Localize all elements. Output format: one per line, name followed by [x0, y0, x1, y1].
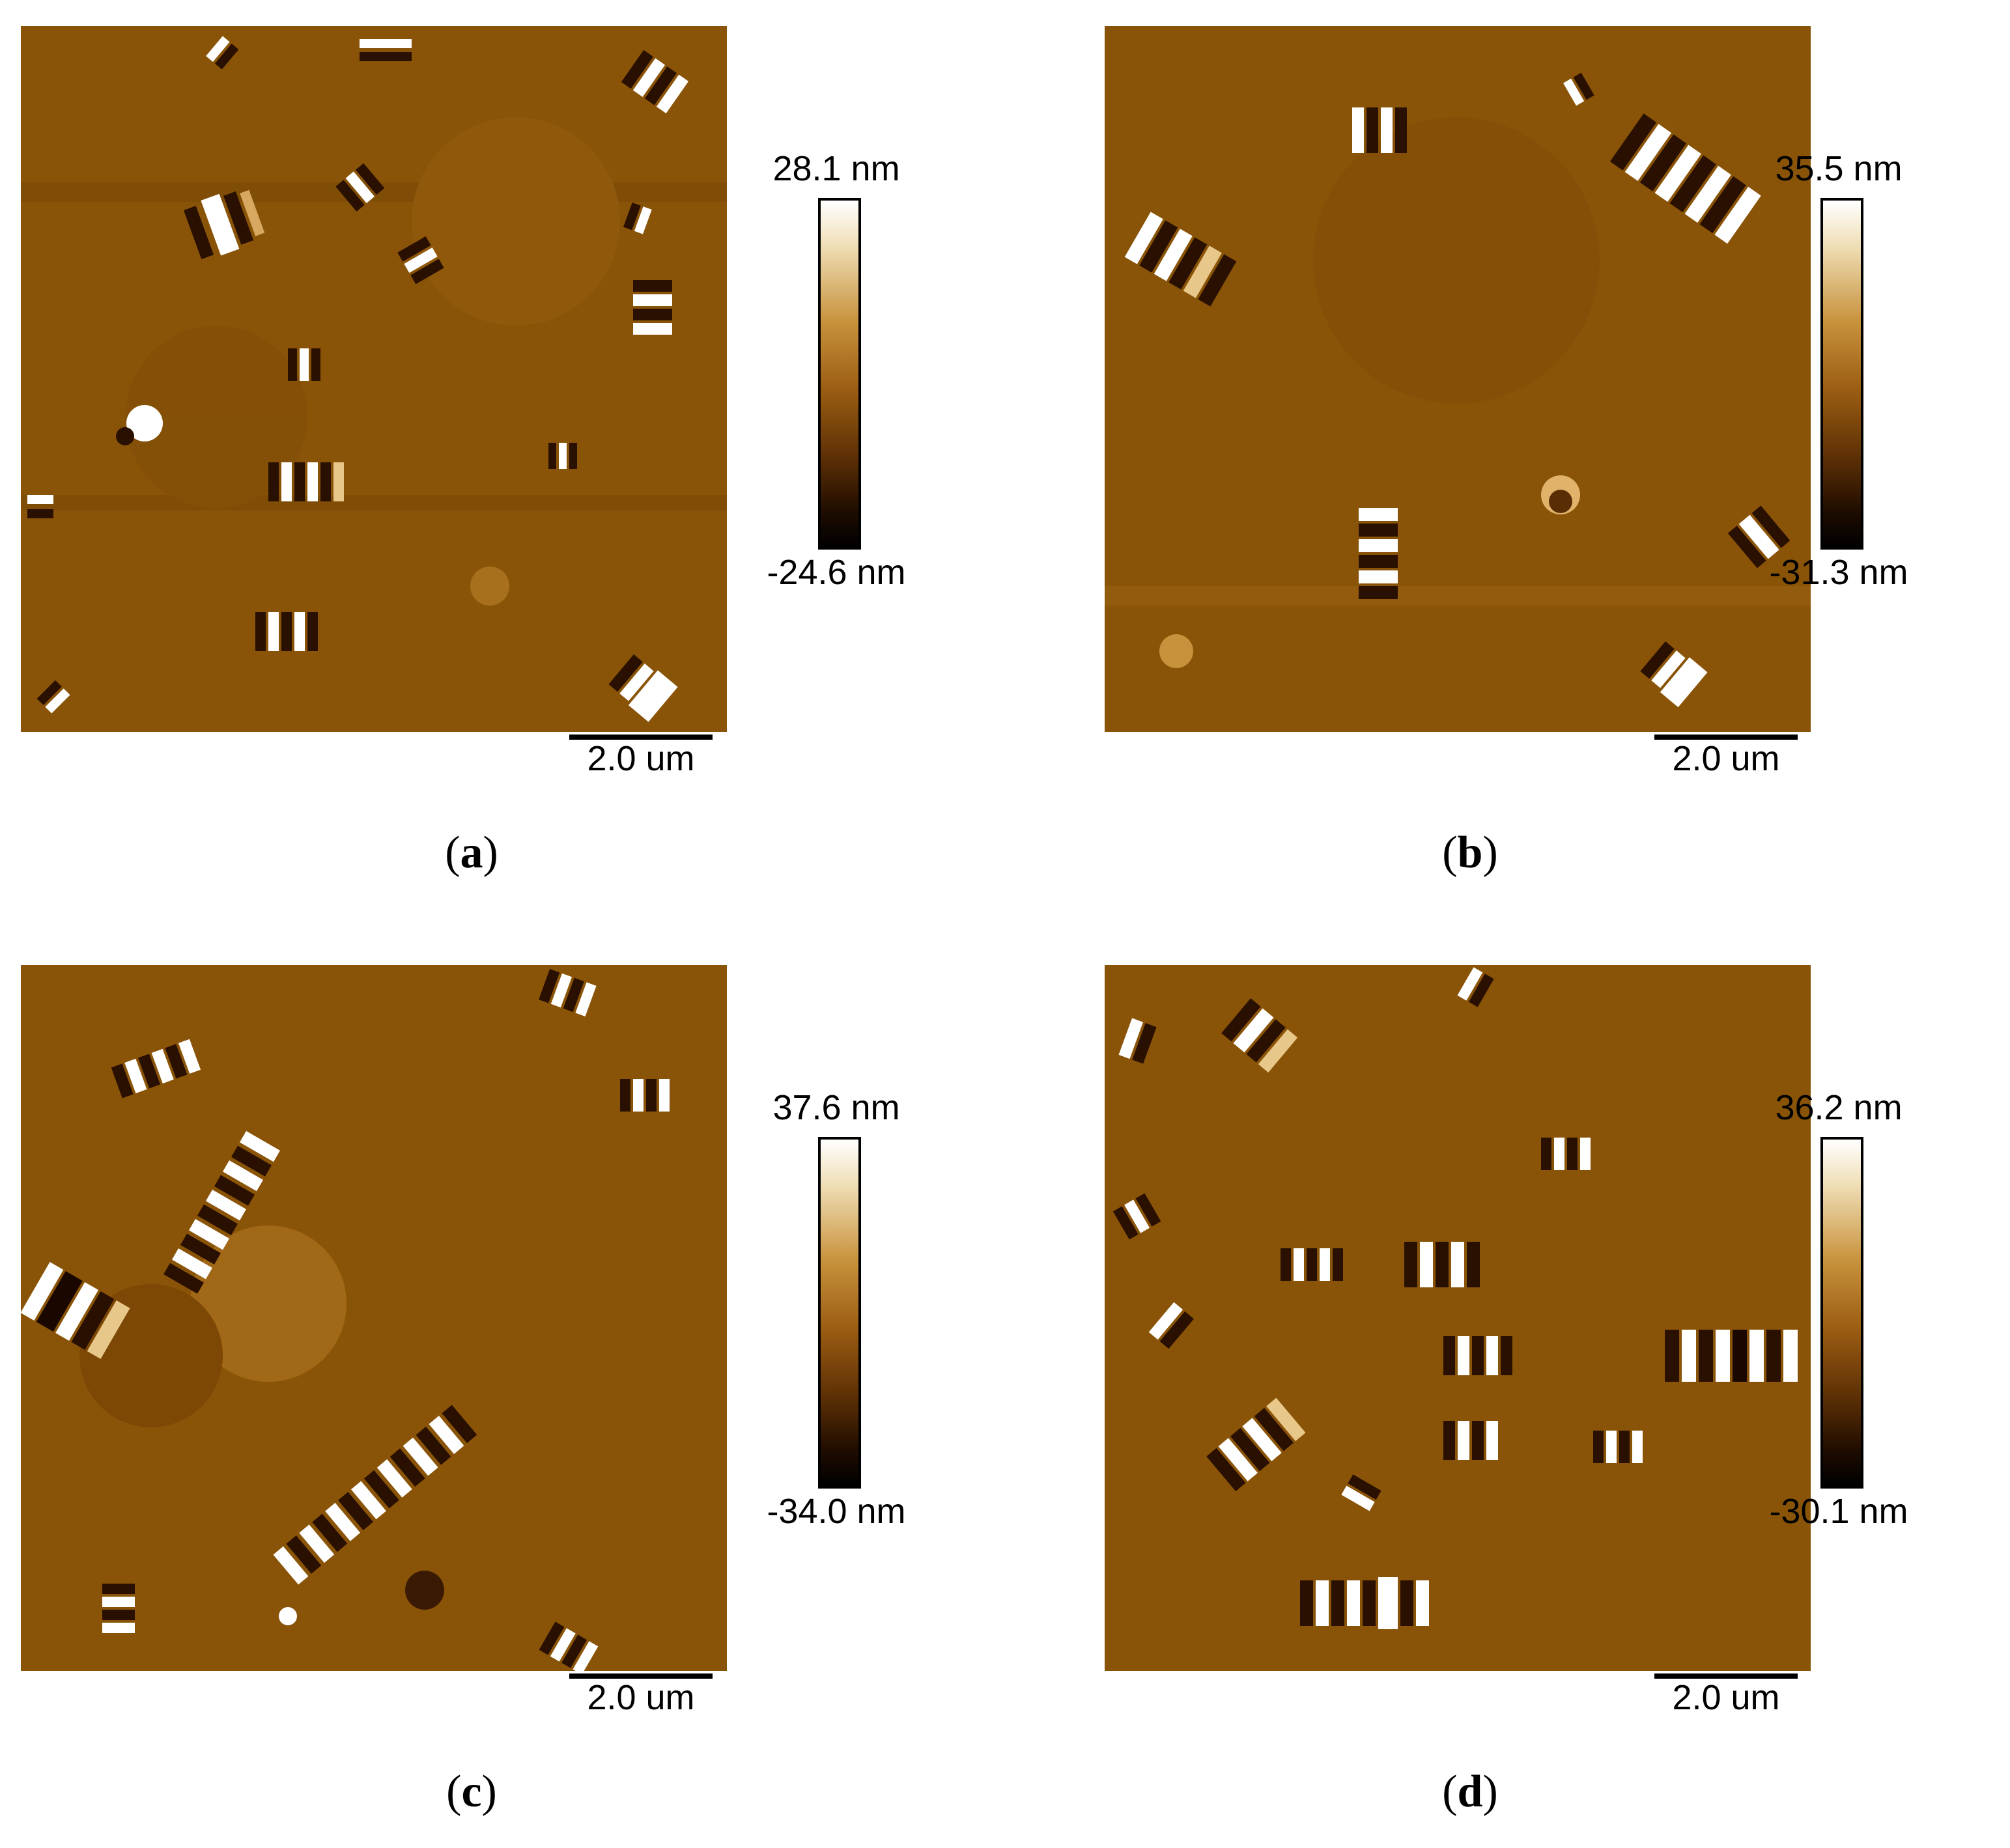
afm-scan-image: [1105, 26, 1811, 732]
color-scale-min: -34.0 nm: [767, 1492, 906, 1531]
color-scale-bar: [818, 1137, 861, 1489]
afm-topography: [21, 965, 727, 1671]
panel-label: (b): [1442, 828, 1498, 878]
panel-label: (a): [445, 828, 498, 878]
ripple-features: [27, 36, 689, 722]
ripple-features: [21, 968, 670, 1671]
afm-topography: [1105, 26, 1811, 732]
afm-topography: [21, 26, 727, 732]
panel-label: (c): [446, 1767, 497, 1817]
panel-b: 35.5 nm -31.3 nm 2.0 um (b): [1005, 0, 2010, 909]
scale-bar-label: 2.0 um: [1672, 739, 1780, 778]
color-scale-bar: [1820, 198, 1863, 550]
scale-bar: [1654, 735, 1798, 740]
panel-c: 37.6 nm -34.0 nm 2.0 um (c): [0, 939, 1005, 1848]
color-scale-max: 28.1 nm: [772, 149, 900, 188]
afm-scan-image: [1105, 965, 1811, 1671]
color-scale-min: -30.1 nm: [1769, 1492, 1908, 1531]
panel-a: 28.1 nm -24.6 nm 2.0 um (a): [0, 0, 1005, 909]
color-scale-min: -24.6 nm: [767, 553, 906, 592]
color-scale-bar: [1820, 1137, 1863, 1489]
scale-bar: [569, 735, 713, 740]
panel-label: (d): [1442, 1767, 1498, 1817]
ripple-features: [1112, 967, 1798, 1629]
afm-scan-image: [21, 965, 727, 1671]
color-scale-max: 35.5 nm: [1775, 149, 1903, 188]
color-scale-min: -31.3 nm: [1769, 553, 1908, 592]
ripple-features: [1124, 72, 1791, 708]
color-scale-max: 37.6 nm: [772, 1088, 900, 1127]
scale-bar: [1654, 1673, 1798, 1679]
color-scale-bar: [818, 198, 861, 550]
panel-d: 36.2 nm -30.1 nm 2.0 um (d): [1005, 939, 2010, 1848]
scale-bar-label: 2.0 um: [1672, 1678, 1780, 1717]
afm-scan-image: [21, 26, 727, 732]
color-scale-max: 36.2 nm: [1775, 1088, 1903, 1127]
afm-topography: [1105, 965, 1811, 1671]
scale-bar: [569, 1673, 713, 1679]
scale-bar-label: 2.0 um: [587, 739, 695, 778]
scale-bar-label: 2.0 um: [587, 1678, 695, 1717]
